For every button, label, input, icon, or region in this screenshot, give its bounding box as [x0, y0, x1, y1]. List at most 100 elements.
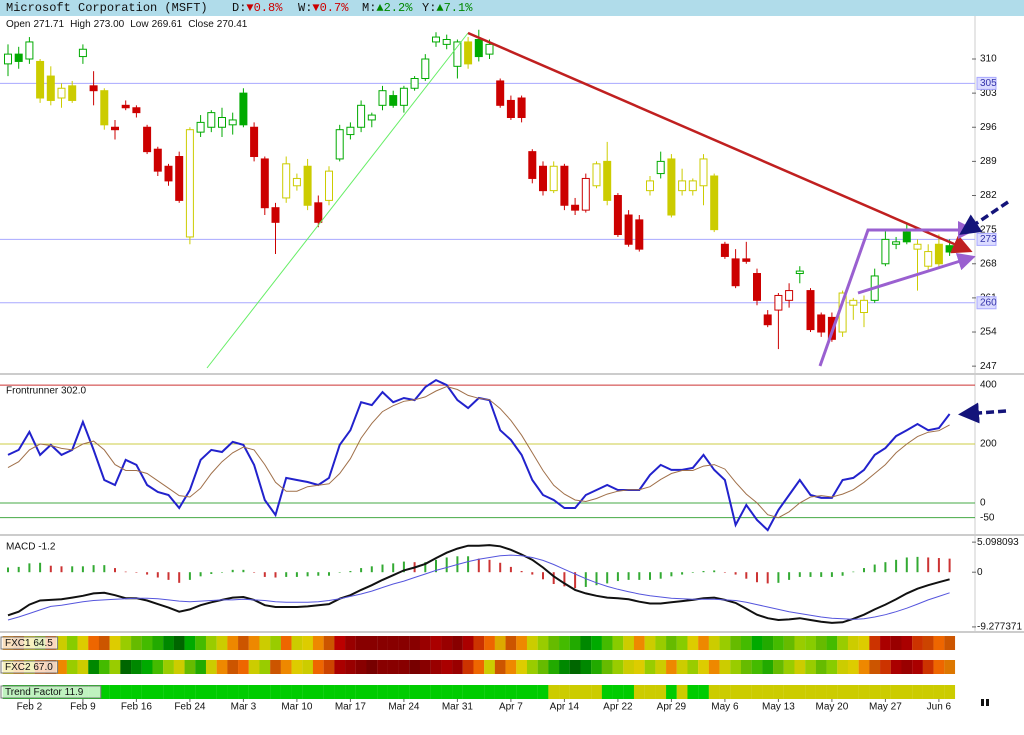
candle-body	[68, 85, 77, 101]
change: D:▼0.8%	[232, 1, 283, 15]
heat-cell	[922, 660, 934, 674]
heat-cell	[494, 636, 506, 650]
pointer-arrow	[958, 402, 1007, 424]
heat-cell	[195, 636, 207, 650]
heat-cell	[195, 660, 207, 674]
histogram-bar	[274, 572, 277, 578]
heat-cell	[740, 636, 752, 650]
y-tick-label: 0	[977, 567, 983, 578]
x-tick-label: Feb 9	[70, 702, 96, 713]
candle-body	[635, 219, 644, 250]
x-tick-label: Apr 14	[550, 702, 580, 713]
heat-cell	[216, 660, 228, 674]
heat-cell	[302, 685, 314, 699]
histogram-bar	[467, 556, 470, 573]
heat-cell	[890, 685, 902, 699]
x-tick-label: Feb 16	[121, 702, 153, 713]
histogram-bar	[114, 568, 116, 573]
histogram-bar	[17, 566, 20, 573]
heat-cell	[687, 636, 699, 650]
candle-body	[282, 163, 291, 199]
heat-cell	[173, 636, 185, 650]
change: M:▲2.2%	[362, 1, 413, 15]
heat-cell	[858, 685, 870, 699]
candle-body	[89, 85, 98, 92]
histogram-bar	[263, 572, 266, 577]
heat-cell	[462, 636, 474, 650]
heat-cell	[858, 636, 870, 650]
heat-cell	[933, 660, 945, 674]
heat-cell	[270, 636, 281, 650]
heat-cell	[355, 660, 367, 674]
histogram-bar	[841, 572, 844, 576]
candle-body	[646, 180, 654, 192]
histogram-bar	[723, 572, 726, 573]
heat-cell	[655, 636, 667, 650]
heat-cell	[205, 636, 217, 650]
histogram-bar	[295, 572, 298, 577]
candle-body	[517, 97, 526, 119]
heat-cell	[847, 685, 859, 699]
heat-cell	[601, 685, 613, 699]
heat-cell	[462, 660, 474, 674]
heat-cell	[783, 660, 795, 674]
histogram-bar	[937, 558, 940, 573]
heat-cell	[494, 685, 506, 699]
heat-cell	[409, 660, 421, 674]
heat-cell	[409, 636, 421, 650]
heat-cell	[783, 685, 795, 699]
y-tick-label: -9.277371	[977, 622, 1022, 633]
heat-cell	[184, 660, 196, 674]
heat-cell	[494, 660, 506, 674]
candle-body	[731, 258, 740, 287]
x-tick-label: May 13	[762, 702, 795, 713]
histogram-bar	[948, 558, 951, 573]
x-tick-label: Mar 24	[388, 702, 420, 713]
heat-cell	[815, 636, 827, 650]
heat-cell	[719, 660, 731, 674]
header-title: Microsoft Corporation (MSFT)	[6, 1, 208, 15]
ohlc-label: High	[70, 19, 91, 30]
histogram-bar	[584, 572, 587, 587]
pause-icon[interactable]	[981, 699, 989, 706]
heat-cell	[302, 636, 314, 650]
heat-cell	[484, 636, 495, 650]
histogram-bar	[798, 572, 801, 577]
candle-body	[528, 151, 537, 179]
heat-cell	[676, 685, 688, 699]
histogram-bar	[670, 572, 673, 577]
heat-cell	[109, 685, 121, 699]
candle-body	[785, 290, 794, 301]
histogram-bar	[435, 559, 437, 573]
heat-cell	[623, 685, 635, 699]
histogram-bar	[81, 566, 84, 573]
histogram-bar	[606, 572, 609, 584]
heat-cell	[901, 636, 913, 650]
candle-body	[699, 158, 708, 187]
heat-cell	[120, 660, 132, 674]
histogram-bar	[7, 567, 9, 573]
heat-cell	[901, 660, 913, 674]
histogram-bar	[713, 570, 716, 573]
histogram-bar	[199, 572, 202, 577]
heat-cell	[227, 685, 239, 699]
y-tick-label: 200	[980, 439, 997, 450]
heat-cell	[109, 660, 121, 674]
heat-cell	[548, 660, 560, 674]
histogram-bar	[884, 562, 887, 573]
pointer-arrow	[959, 200, 1009, 235]
heat-cell	[633, 636, 645, 650]
y-tick-label: 268	[980, 258, 997, 269]
heat-cell	[205, 685, 217, 699]
heat-cell	[805, 636, 816, 650]
candle-body	[218, 117, 226, 128]
heat-cell	[655, 660, 667, 674]
heat-cell	[666, 685, 677, 699]
candle-body	[78, 48, 87, 58]
heat-cell	[944, 660, 956, 674]
heat-cell	[141, 660, 153, 674]
candle-body	[185, 129, 194, 238]
change-value: ▼0.8%	[246, 1, 283, 15]
heat-cell	[580, 685, 592, 699]
histogram-bar	[777, 572, 780, 583]
